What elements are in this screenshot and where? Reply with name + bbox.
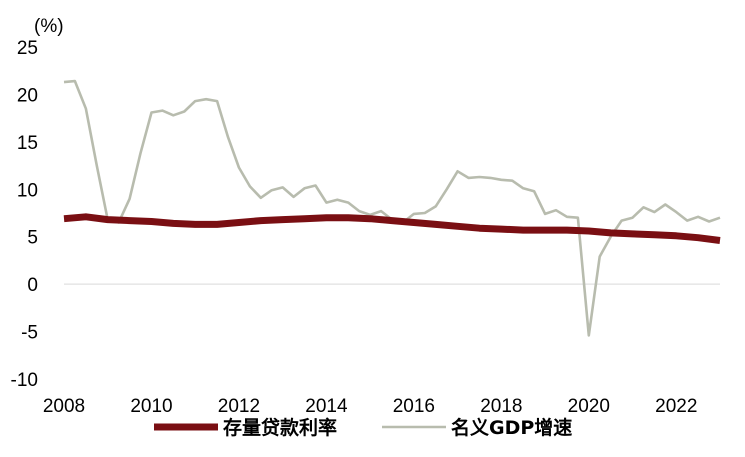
x-axis-tick-labels: 2008 2010 2012 2014 2016 2018 2020 2022 <box>43 396 698 417</box>
y-tick-label: 5 <box>27 228 38 249</box>
y-tick-label: 0 <box>27 275 38 296</box>
y-tick-label: -10 <box>11 370 38 391</box>
x-tick-label: 2010 <box>130 396 172 417</box>
y-tick-label: 10 <box>17 180 38 201</box>
x-tick-label: 2022 <box>655 396 697 417</box>
legend-label-0: 存量贷款利率 <box>223 416 337 439</box>
y-axis-tick-labels: 25 20 15 10 5 0 -5 -10 <box>11 38 38 391</box>
x-tick-label: 2014 <box>305 396 348 417</box>
series-line-1 <box>63 79 721 337</box>
y-tick-label: 20 <box>17 85 38 106</box>
legend-label-1: 名义GDP增速 <box>451 416 572 439</box>
x-tick-label: 2012 <box>218 396 260 417</box>
series-lines <box>63 79 721 337</box>
series-line-0 <box>63 213 721 244</box>
x-tick-label: 2018 <box>480 396 522 417</box>
x-tick-label: 2020 <box>568 396 610 417</box>
y-tick-label: 25 <box>17 38 38 59</box>
y-axis-unit-label: (%) <box>34 16 64 37</box>
x-tick-label: 2016 <box>393 396 435 417</box>
chart-legend: 存量贷款利率 名义GDP增速 <box>154 416 572 439</box>
y-tick-label: -5 <box>21 323 38 344</box>
x-tick-label: 2008 <box>43 396 85 417</box>
y-tick-label: 15 <box>17 133 38 154</box>
